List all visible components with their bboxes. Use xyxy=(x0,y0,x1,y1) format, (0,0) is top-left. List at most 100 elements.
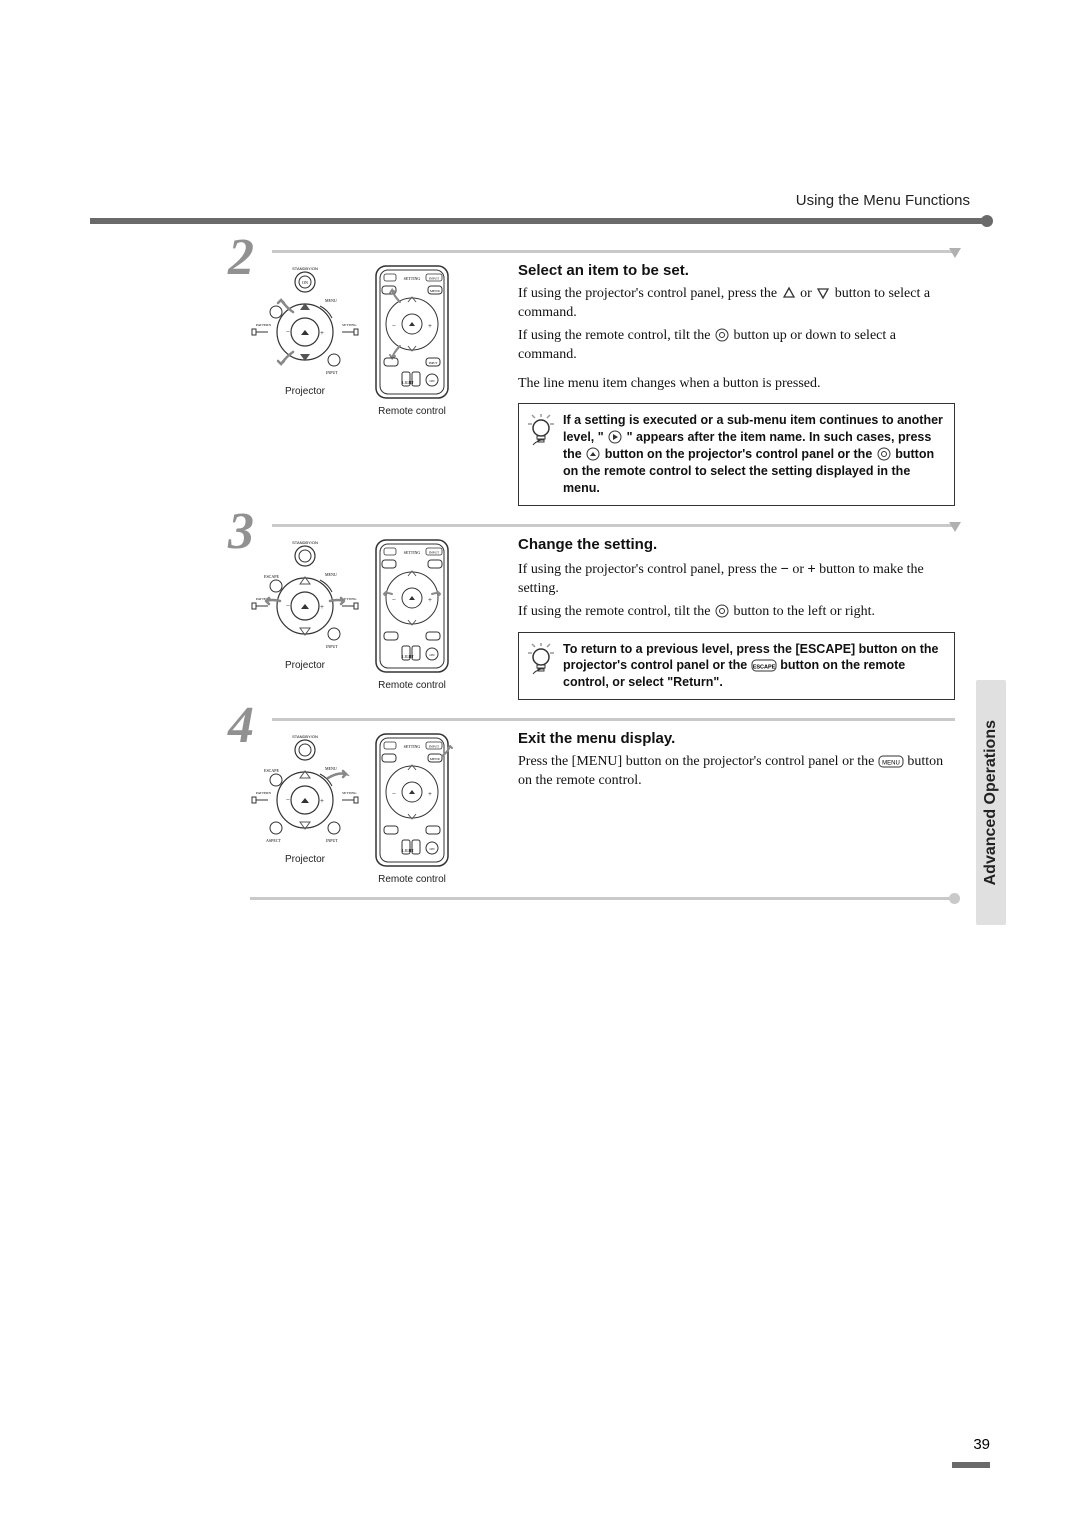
svg-text:INPUT: INPUT xyxy=(326,370,338,375)
projector-label: Projector xyxy=(285,854,325,865)
svg-text:+: + xyxy=(428,596,432,604)
enter-button-icon xyxy=(585,447,601,461)
step-body-line: If using the remote control, tilt the bu… xyxy=(518,327,955,365)
step-top-rule xyxy=(272,250,955,253)
projector-panel-diagram: STANDBY/ON ESCAPE − xyxy=(250,730,360,850)
step-body-line: Press the [MENU] button on the projector… xyxy=(518,753,955,791)
enter-circle-icon xyxy=(714,328,730,342)
svg-text:PATTERN: PATTERN xyxy=(256,323,272,327)
diagram-group: STANDBY/ON ESCAPE − xyxy=(250,536,478,700)
submenu-circle-icon xyxy=(607,430,623,444)
svg-text:MENU: MENU xyxy=(325,298,337,303)
svg-text:−: − xyxy=(392,596,396,604)
svg-text:+: + xyxy=(320,603,324,611)
svg-text:−: − xyxy=(286,796,290,804)
step-text: Exit the menu display. Press the [MENU] … xyxy=(478,730,955,885)
svg-text:INPUT: INPUT xyxy=(429,361,438,365)
step-4: 4 STANDBY/ON ESCAPE xyxy=(250,718,955,900)
svg-text:ESCAPE: ESCAPE xyxy=(264,768,279,773)
content-area: 2 STANDBY/ON ON xyxy=(250,250,955,918)
diagram-group: STANDBY/ON ESCAPE − xyxy=(250,730,478,885)
step-end-rule xyxy=(250,897,955,900)
step-top-rule xyxy=(272,524,955,527)
step-title: Select an item to be set. xyxy=(518,262,955,279)
svg-text:INPUT: INPUT xyxy=(429,277,440,281)
svg-text:+: + xyxy=(428,790,432,798)
svg-text:−: − xyxy=(392,322,396,330)
step-3: 3 STANDBY/ON ESCAPE xyxy=(250,524,955,700)
menu-button-icon: MENU xyxy=(878,754,904,768)
svg-text:−: − xyxy=(286,602,290,610)
svg-text:ASPECT: ASPECT xyxy=(266,838,281,843)
svg-text:LIGHT: LIGHT xyxy=(402,654,415,659)
projector-panel-diagram: STANDBY/ON ESCAPE − xyxy=(250,536,360,656)
svg-text:INPUT: INPUT xyxy=(326,644,338,649)
svg-text:INPUT: INPUT xyxy=(429,550,440,554)
svg-text:ON: ON xyxy=(429,653,435,657)
svg-text:MENU: MENU xyxy=(430,757,441,761)
svg-text:MENU: MENU xyxy=(325,572,337,577)
svg-text:−: − xyxy=(392,790,396,798)
svg-text:−: − xyxy=(286,328,290,336)
svg-text:SETTING: SETTING xyxy=(342,791,357,795)
step-2: 2 STANDBY/ON ON xyxy=(250,250,955,506)
svg-text:PATTERN: PATTERN xyxy=(256,791,272,795)
page-number-bar xyxy=(952,1462,990,1468)
escape-button-icon: ESCAPE xyxy=(751,658,777,672)
note-box: If a setting is executed or a sub-menu i… xyxy=(518,403,955,505)
step-body-line: If using the projector's control panel, … xyxy=(518,559,955,599)
svg-text:SETTING: SETTING xyxy=(342,323,357,327)
svg-text:SETTING: SETTING xyxy=(404,744,421,749)
svg-text:STANDBY/ON: STANDBY/ON xyxy=(292,266,318,271)
page-number: 39 xyxy=(973,1436,990,1453)
lightbulb-icon xyxy=(527,414,555,446)
step-end-dot-icon xyxy=(949,893,960,904)
step-title: Change the setting. xyxy=(518,536,955,553)
svg-text:ESCAPE: ESCAPE xyxy=(752,665,775,671)
projector-label: Projector xyxy=(285,386,325,397)
section-tab: Advanced Operations xyxy=(976,680,1006,925)
svg-text:STANDBY/ON: STANDBY/ON xyxy=(292,540,318,545)
step-arrow-icon xyxy=(949,522,961,532)
remote-control-diagram: SETTING INPUT MENU xyxy=(370,262,454,402)
lightbulb-icon xyxy=(527,643,555,675)
svg-text:INPUT: INPUT xyxy=(429,745,440,749)
down-triangle-icon xyxy=(815,286,831,300)
section-tab-label: Advanced Operations xyxy=(982,720,1000,885)
svg-text:MENU: MENU xyxy=(430,289,441,293)
svg-text:MENU: MENU xyxy=(325,766,337,771)
step-top-rule xyxy=(272,718,955,721)
manual-page: Using the Menu Functions Advanced Operat… xyxy=(0,0,1080,1528)
remote-label: Remote control xyxy=(378,680,446,691)
svg-text:ESCAPE: ESCAPE xyxy=(264,574,279,579)
step-body-line: The line menu item changes when a button… xyxy=(518,375,955,394)
svg-text:LIGHT: LIGHT xyxy=(402,848,415,853)
svg-text:LIGHT: LIGHT xyxy=(402,380,415,385)
remote-control-diagram: SETTING INPUT − xyxy=(370,536,454,676)
remote-label: Remote control xyxy=(378,406,446,417)
svg-text:SETTING: SETTING xyxy=(404,276,421,281)
svg-text:ON: ON xyxy=(429,379,435,383)
remote-control-diagram: SETTING INPUT MENU xyxy=(370,730,454,870)
svg-text:SETTING: SETTING xyxy=(404,550,421,555)
note-box: To return to a previous level, press the… xyxy=(518,632,955,701)
step-text: Change the setting. If using the project… xyxy=(478,536,955,700)
svg-text:MENU: MENU xyxy=(882,761,900,767)
up-triangle-icon xyxy=(781,286,797,300)
svg-text:INPUT: INPUT xyxy=(326,838,338,843)
svg-text:STANDBY/ON: STANDBY/ON xyxy=(292,734,318,739)
remote-label: Remote control xyxy=(378,874,446,885)
step-title: Exit the menu display. xyxy=(518,730,955,747)
projector-panel-diagram: STANDBY/ON ON − xyxy=(250,262,360,382)
step-text: Select an item to be set. If using the p… xyxy=(478,262,955,506)
svg-text:+: + xyxy=(428,322,432,330)
header-rule xyxy=(90,218,990,224)
projector-label: Projector xyxy=(285,660,325,671)
enter-circle-icon xyxy=(714,604,730,618)
enter-circle-icon xyxy=(876,447,892,461)
step-body-line: If using the projector's control panel, … xyxy=(518,285,955,323)
page-header-title: Using the Menu Functions xyxy=(796,192,970,209)
svg-text:+: + xyxy=(320,797,324,805)
svg-text:ON: ON xyxy=(302,280,308,285)
svg-text:ON: ON xyxy=(429,847,435,851)
